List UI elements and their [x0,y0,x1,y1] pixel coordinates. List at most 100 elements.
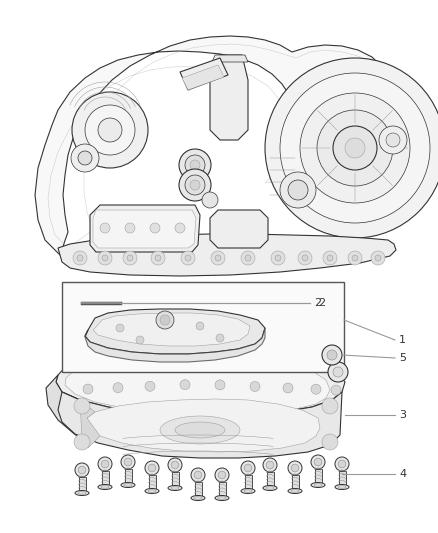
Circle shape [101,460,109,468]
Circle shape [379,126,407,154]
Circle shape [244,464,252,472]
Polygon shape [85,309,265,354]
Circle shape [280,172,316,208]
Circle shape [215,468,229,482]
Polygon shape [35,36,393,255]
Circle shape [298,251,312,265]
Circle shape [194,471,202,479]
Bar [172,472,179,488]
Circle shape [175,223,185,233]
Polygon shape [87,399,320,452]
Bar [102,471,109,487]
Ellipse shape [241,489,255,494]
Circle shape [127,255,133,261]
Circle shape [211,251,225,265]
Circle shape [78,466,86,474]
Polygon shape [93,313,250,346]
Circle shape [98,457,112,471]
Ellipse shape [75,490,89,496]
Circle shape [74,434,90,450]
Circle shape [327,350,337,360]
Circle shape [333,126,377,170]
Circle shape [100,223,110,233]
Circle shape [338,460,346,468]
Circle shape [121,455,135,469]
Ellipse shape [263,486,277,490]
Circle shape [323,251,337,265]
Circle shape [145,381,155,391]
Ellipse shape [338,486,346,489]
Polygon shape [56,348,345,416]
Circle shape [202,192,218,208]
Circle shape [156,311,174,329]
Bar [266,472,273,488]
Circle shape [190,160,200,170]
Circle shape [241,461,255,475]
Circle shape [78,151,92,165]
Circle shape [190,180,200,190]
Circle shape [327,255,333,261]
Polygon shape [210,210,268,248]
Circle shape [179,149,211,181]
Text: 2: 2 [318,298,325,308]
Circle shape [386,133,400,147]
Circle shape [241,251,255,265]
Circle shape [171,461,179,469]
Circle shape [185,255,191,261]
Bar [244,475,251,491]
Ellipse shape [218,497,226,499]
Circle shape [125,223,135,233]
Ellipse shape [145,489,159,494]
Circle shape [116,324,124,332]
Ellipse shape [266,487,274,489]
Circle shape [263,458,277,472]
Circle shape [148,464,156,472]
Ellipse shape [124,483,132,487]
Circle shape [345,138,365,158]
Bar [339,471,346,487]
Bar [194,482,201,498]
Polygon shape [85,328,265,362]
Polygon shape [90,205,200,252]
Ellipse shape [98,484,112,489]
Polygon shape [93,210,196,248]
Circle shape [74,398,90,414]
Circle shape [280,73,430,223]
Polygon shape [58,392,342,458]
Circle shape [335,457,349,471]
Circle shape [191,468,205,482]
Bar [124,469,131,485]
Ellipse shape [171,487,179,489]
Ellipse shape [215,496,229,500]
Circle shape [75,463,89,477]
Circle shape [275,255,281,261]
Circle shape [314,458,322,466]
Circle shape [216,334,224,342]
Polygon shape [80,400,100,448]
Circle shape [371,251,385,265]
Circle shape [348,251,362,265]
Circle shape [302,255,308,261]
Circle shape [72,92,148,168]
Circle shape [83,384,93,394]
Polygon shape [210,55,248,140]
Polygon shape [46,375,82,440]
Text: 2: 2 [314,298,321,308]
Polygon shape [65,353,330,414]
Ellipse shape [160,416,240,444]
Text: 1: 1 [399,335,406,345]
Circle shape [168,458,182,472]
Polygon shape [212,55,248,62]
Circle shape [185,175,205,195]
Circle shape [151,251,165,265]
Bar [148,475,155,491]
Circle shape [215,255,221,261]
Circle shape [160,315,170,325]
Circle shape [124,458,132,466]
Polygon shape [180,58,228,90]
Circle shape [150,223,160,233]
Bar [292,475,299,491]
Bar [62,282,344,372]
Circle shape [185,155,205,175]
Circle shape [113,383,123,393]
